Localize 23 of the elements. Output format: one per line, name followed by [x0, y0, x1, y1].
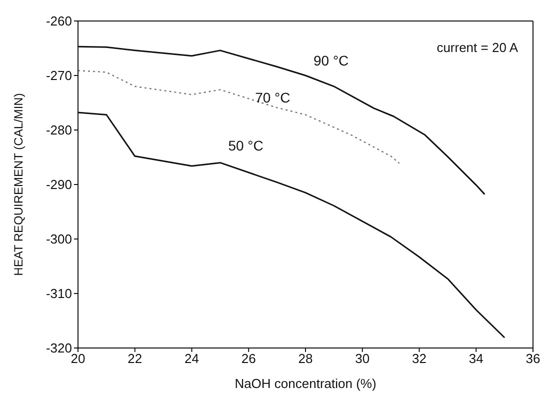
annotation: current = 20 A — [436, 40, 518, 55]
series-label: 70 °C — [255, 90, 290, 106]
y-tick-label: -260 — [46, 14, 72, 29]
y-tick-label: -280 — [46, 122, 72, 138]
x-tick-label: 34 — [468, 351, 484, 366]
x-tick-label: 30 — [355, 351, 370, 366]
y-tick-label: -310 — [46, 286, 72, 302]
y-tick-label: -320 — [46, 340, 72, 356]
x-tick-label: 36 — [526, 351, 540, 366]
series-label: 90 °C — [314, 52, 349, 68]
x-tick-label: 24 — [184, 351, 199, 366]
y-tick-label: -290 — [46, 177, 72, 192]
line-series — [78, 70, 400, 164]
x-tick-label: 26 — [241, 351, 256, 366]
y-axis-title: HEAT REQUIREMENT (CAL/MIN) — [11, 93, 26, 276]
x-axis-title: NaOH concentration (%) — [234, 376, 376, 391]
x-tick-label: 20 — [70, 351, 86, 366]
y-tick-label: -300 — [46, 232, 72, 247]
y-tick-label: -270 — [46, 68, 72, 84]
x-tick-label: 28 — [298, 351, 313, 366]
series-label: 50 °C — [228, 138, 264, 154]
x-tick-label: 22 — [128, 351, 142, 366]
x-tick-label: 32 — [412, 351, 426, 366]
